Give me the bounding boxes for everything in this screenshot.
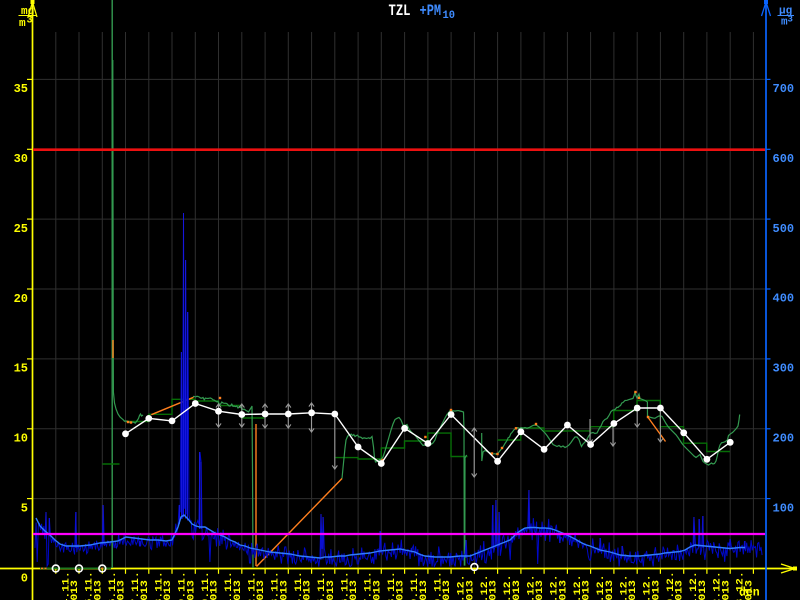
- svg-text:28.11.: 28.11.: [387, 571, 398, 600]
- svg-text:2013: 2013: [559, 580, 570, 600]
- svg-text:13.12.: 13.12.: [736, 571, 747, 600]
- svg-text:30.11.: 30.11.: [433, 571, 444, 600]
- svg-text:14.11.: 14.11.: [61, 571, 72, 600]
- svg-text:2013: 2013: [210, 580, 221, 600]
- svg-text:2013: 2013: [326, 580, 337, 600]
- svg-text:0: 0: [21, 571, 28, 585]
- svg-text:den: den: [739, 587, 760, 600]
- svg-text:400: 400: [773, 292, 795, 306]
- svg-text:27.11.: 27.11.: [364, 571, 375, 600]
- svg-text:2013: 2013: [140, 580, 151, 600]
- svg-text:23.11.: 23.11.: [271, 571, 282, 600]
- svg-text:2013: 2013: [70, 580, 81, 600]
- svg-text:2013: 2013: [93, 580, 104, 600]
- svg-text:2013: 2013: [721, 580, 732, 600]
- svg-text:2013: 2013: [349, 580, 360, 600]
- svg-text:26.11.: 26.11.: [340, 571, 351, 600]
- svg-text:2013: 2013: [535, 580, 546, 600]
- svg-text:15: 15: [14, 362, 28, 376]
- svg-text:24.11.: 24.11.: [294, 571, 305, 600]
- svg-text:19.11.: 19.11.: [178, 571, 189, 600]
- svg-text:2013: 2013: [582, 580, 593, 600]
- svg-text:4.12.: 4.12.: [526, 574, 537, 600]
- svg-text:2013: 2013: [605, 580, 616, 600]
- svg-text:2013: 2013: [163, 580, 174, 600]
- svg-text:11.12.: 11.12.: [689, 571, 700, 600]
- svg-text:600: 600: [773, 152, 795, 166]
- svg-text:8.12.: 8.12.: [619, 574, 630, 600]
- svg-text:25: 25: [14, 222, 28, 236]
- svg-text:5: 5: [21, 501, 28, 515]
- svg-text:29.11.: 29.11.: [410, 571, 421, 600]
- svg-text:2.12.: 2.12.: [480, 574, 491, 600]
- svg-text:21.11.: 21.11.: [224, 571, 235, 600]
- svg-text:2013: 2013: [186, 580, 197, 600]
- svg-text:2013: 2013: [233, 580, 244, 600]
- svg-text:2013: 2013: [698, 580, 709, 600]
- svg-text:15.11.: 15.11.: [85, 571, 96, 600]
- svg-text:20.11.: 20.11.: [201, 571, 212, 600]
- svg-text:1.12.: 1.12.: [457, 574, 468, 600]
- svg-text:2013: 2013: [465, 580, 476, 600]
- svg-text:100: 100: [773, 501, 795, 515]
- svg-text:300: 300: [773, 362, 795, 376]
- svg-text:12.12.: 12.12.: [713, 571, 724, 600]
- svg-text:18.11.: 18.11.: [154, 571, 165, 600]
- svg-text:2013: 2013: [303, 580, 314, 600]
- svg-text:+PM: +PM: [420, 2, 442, 20]
- svg-text:2013: 2013: [419, 580, 430, 600]
- svg-text:2013: 2013: [256, 580, 267, 600]
- svg-text:700: 700: [773, 82, 795, 96]
- svg-text:2013: 2013: [652, 580, 663, 600]
- svg-text:2013: 2013: [628, 580, 639, 600]
- svg-text:2013: 2013: [372, 580, 383, 600]
- svg-text:10: 10: [14, 432, 28, 446]
- svg-text:2013: 2013: [279, 580, 290, 600]
- svg-text:2013: 2013: [396, 580, 407, 600]
- svg-text:10: 10: [443, 10, 456, 22]
- svg-text:9.12.: 9.12.: [643, 574, 654, 600]
- svg-text:3: 3: [788, 15, 793, 25]
- svg-text:7.12.: 7.12.: [596, 574, 607, 600]
- svg-text:2013: 2013: [442, 580, 453, 600]
- svg-text:2013: 2013: [745, 580, 756, 600]
- svg-text:35: 35: [14, 82, 28, 96]
- svg-text:2013: 2013: [512, 580, 523, 600]
- svg-text:5.12.: 5.12.: [550, 574, 561, 600]
- svg-text:m: m: [781, 17, 788, 29]
- svg-text:µg: µg: [779, 6, 792, 18]
- svg-text:2013: 2013: [117, 580, 128, 600]
- svg-text:20: 20: [14, 292, 28, 306]
- svg-text:m: m: [19, 18, 26, 30]
- svg-text:30: 30: [14, 152, 28, 166]
- svg-text:2013: 2013: [675, 580, 686, 600]
- svg-text:3.12.: 3.12.: [503, 574, 514, 600]
- svg-text:2013: 2013: [489, 580, 500, 600]
- svg-text:22.11.: 22.11.: [247, 571, 258, 600]
- svg-text:25.11.: 25.11.: [317, 571, 328, 600]
- svg-text:200: 200: [773, 432, 795, 446]
- svg-text:TZL: TZL: [389, 2, 411, 20]
- svg-text:3: 3: [27, 16, 33, 27]
- svg-text:10.12.: 10.12.: [666, 571, 677, 600]
- svg-text:6.12.: 6.12.: [573, 574, 584, 600]
- svg-text:17.11.: 17.11.: [131, 571, 142, 600]
- svg-text:500: 500: [773, 222, 795, 236]
- svg-text:16.11.: 16.11.: [108, 571, 119, 600]
